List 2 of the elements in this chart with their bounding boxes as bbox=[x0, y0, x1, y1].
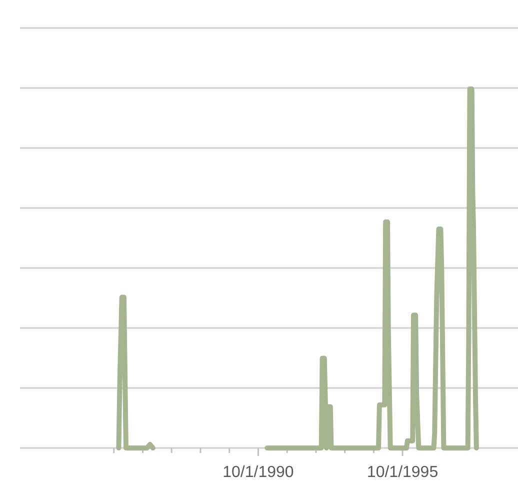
x-tick-label: 10/1/1995 bbox=[366, 464, 438, 481]
x-tick-label: 10/1/1990 bbox=[222, 464, 294, 481]
